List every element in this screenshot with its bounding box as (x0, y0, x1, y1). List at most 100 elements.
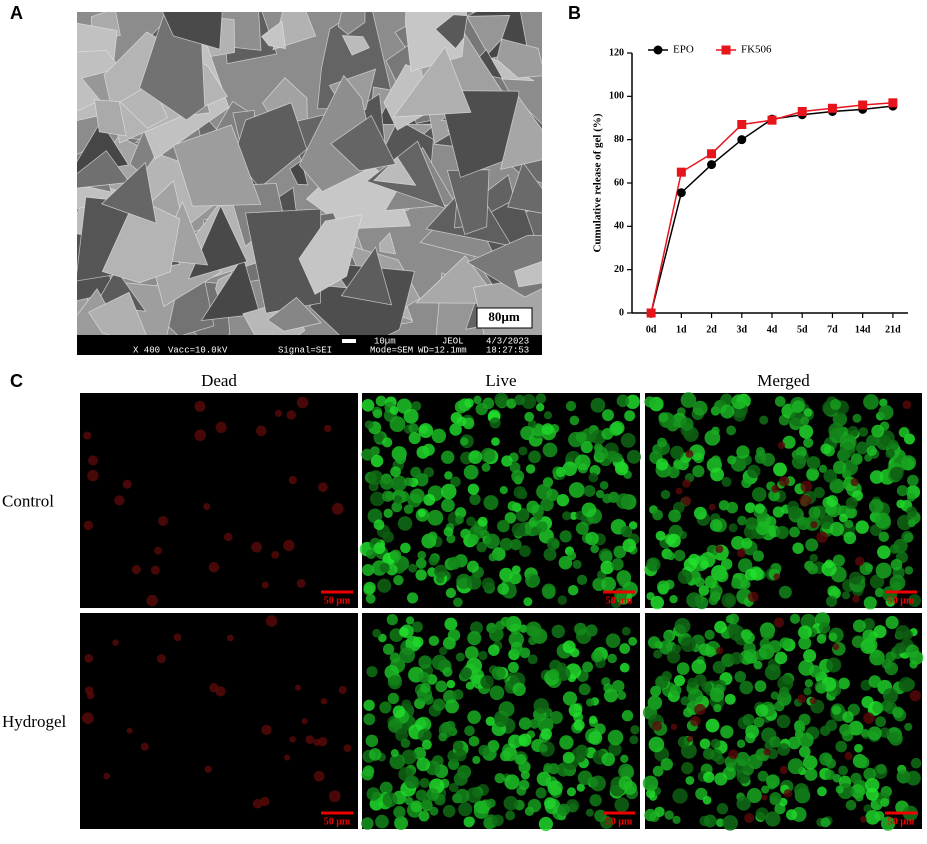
cell (803, 408, 813, 417)
cell (547, 668, 560, 681)
cell (769, 736, 781, 748)
row-label: Hydrogel (2, 712, 66, 731)
cell (445, 699, 460, 714)
cell (368, 470, 384, 485)
cell (366, 787, 381, 801)
cell (453, 771, 468, 786)
cell (693, 506, 707, 520)
cell (501, 455, 513, 467)
cell (421, 798, 433, 810)
cell (668, 509, 681, 523)
y-tick-label: 100 (609, 91, 624, 102)
cell (515, 508, 530, 522)
cell (602, 493, 613, 504)
cell (630, 725, 640, 735)
cell (379, 781, 393, 795)
cell (617, 690, 627, 701)
cell (704, 629, 715, 640)
cell (741, 537, 753, 549)
cell (774, 651, 788, 665)
cell (574, 622, 587, 636)
y-tick-label: 120 (609, 47, 624, 58)
cell (798, 713, 811, 726)
cell (252, 798, 263, 809)
cell (865, 787, 879, 801)
cell (710, 738, 721, 749)
cell (520, 770, 530, 780)
cell (845, 799, 857, 811)
cell (898, 427, 910, 438)
sem-flake (88, 291, 147, 335)
cell (559, 735, 574, 750)
cell (481, 463, 491, 472)
cell (418, 810, 430, 822)
cell (361, 398, 375, 412)
cell (476, 541, 487, 553)
cell (746, 788, 762, 804)
cell (681, 496, 692, 506)
cell (158, 516, 169, 527)
cell (576, 574, 588, 586)
marker (707, 149, 717, 159)
cell (673, 459, 683, 469)
cell (375, 395, 387, 407)
cell (126, 727, 133, 734)
cell (838, 765, 848, 776)
cell (604, 688, 618, 703)
cell (422, 443, 435, 456)
cell (431, 654, 448, 671)
cell (787, 758, 804, 775)
cell (524, 411, 535, 422)
cell (417, 550, 427, 560)
cell (816, 531, 828, 543)
cell (365, 593, 376, 604)
y-tick-label: 80 (614, 134, 624, 145)
cell (399, 647, 416, 664)
cell (154, 546, 162, 555)
cell (519, 647, 531, 659)
cell (383, 508, 393, 518)
cell (817, 786, 827, 797)
cell (794, 783, 809, 798)
cell (828, 422, 845, 439)
cell (804, 679, 814, 688)
cell (710, 467, 725, 482)
cell (860, 816, 867, 823)
cell (377, 578, 392, 593)
cell (854, 556, 865, 566)
cell (419, 777, 430, 788)
cell (605, 633, 621, 648)
cell (338, 685, 347, 694)
cell (491, 666, 506, 681)
cell (681, 761, 694, 775)
cell (382, 437, 393, 448)
cell (672, 788, 688, 804)
cell (820, 817, 831, 828)
cell (652, 765, 664, 777)
cell (398, 626, 409, 637)
cell (408, 423, 419, 434)
row-label: Control (2, 491, 54, 510)
cell (685, 449, 694, 458)
cell (403, 477, 413, 487)
cell (562, 691, 578, 706)
cell (786, 809, 798, 821)
cell (809, 553, 818, 563)
sem-flake (379, 232, 397, 255)
cell (694, 703, 706, 716)
cell (173, 633, 182, 642)
cell (867, 726, 882, 741)
cell (382, 792, 398, 808)
cell (156, 654, 166, 664)
cell (114, 495, 125, 506)
marker (797, 107, 807, 116)
cell (535, 393, 547, 404)
cell (869, 649, 885, 666)
cell (555, 466, 567, 478)
cell (722, 815, 738, 831)
cell (83, 431, 92, 440)
cell (747, 591, 759, 603)
cell (602, 409, 614, 422)
cell (819, 752, 833, 766)
